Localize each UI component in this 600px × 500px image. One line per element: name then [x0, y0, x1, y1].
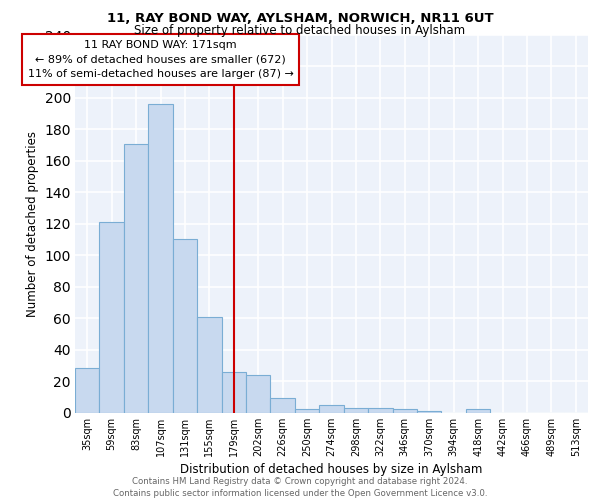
Bar: [466, 410, 490, 412]
Text: Size of property relative to detached houses in Aylsham: Size of property relative to detached ho…: [134, 24, 466, 37]
Bar: [319, 404, 344, 412]
Text: 11, RAY BOND WAY, AYLSHAM, NORWICH, NR11 6UT: 11, RAY BOND WAY, AYLSHAM, NORWICH, NR11…: [107, 12, 493, 26]
Bar: [124, 144, 148, 412]
Bar: [148, 104, 173, 412]
Bar: [75, 368, 100, 412]
Bar: [344, 408, 368, 412]
Bar: [271, 398, 295, 412]
X-axis label: Distribution of detached houses by size in Aylsham: Distribution of detached houses by size …: [181, 463, 482, 476]
Bar: [368, 408, 392, 412]
Bar: [173, 240, 197, 412]
Bar: [221, 372, 246, 412]
Bar: [246, 375, 271, 412]
Text: Contains HM Land Registry data © Crown copyright and database right 2024.
Contai: Contains HM Land Registry data © Crown c…: [113, 476, 487, 498]
Bar: [100, 222, 124, 412]
Bar: [197, 316, 221, 412]
Bar: [392, 410, 417, 412]
Y-axis label: Number of detached properties: Number of detached properties: [26, 130, 39, 317]
Bar: [295, 410, 319, 412]
Text: 11 RAY BOND WAY: 171sqm
← 89% of detached houses are smaller (672)
11% of semi-d: 11 RAY BOND WAY: 171sqm ← 89% of detache…: [28, 40, 293, 80]
Bar: [417, 411, 442, 412]
